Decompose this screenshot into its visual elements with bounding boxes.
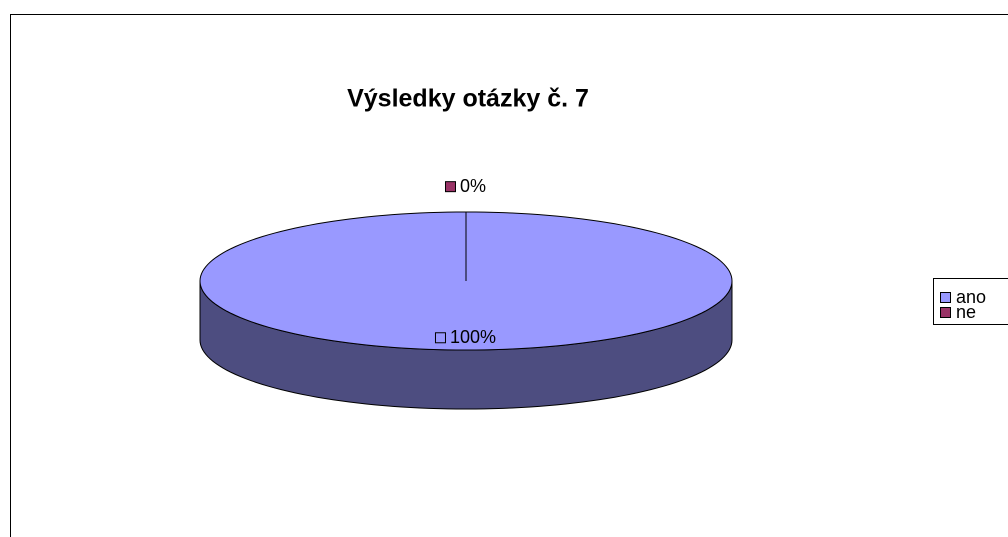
data-label: 0% bbox=[460, 176, 486, 196]
legend-label: ano bbox=[956, 287, 986, 307]
legend-swatch bbox=[940, 292, 951, 303]
chart-title: Výsledky otázky č. 7 bbox=[347, 85, 589, 113]
legend-swatch bbox=[940, 307, 951, 318]
data-label: 100% bbox=[450, 327, 496, 347]
data-label-marker bbox=[444, 181, 456, 193]
data-label-marker bbox=[434, 332, 446, 344]
legend-label: ne bbox=[956, 302, 976, 322]
